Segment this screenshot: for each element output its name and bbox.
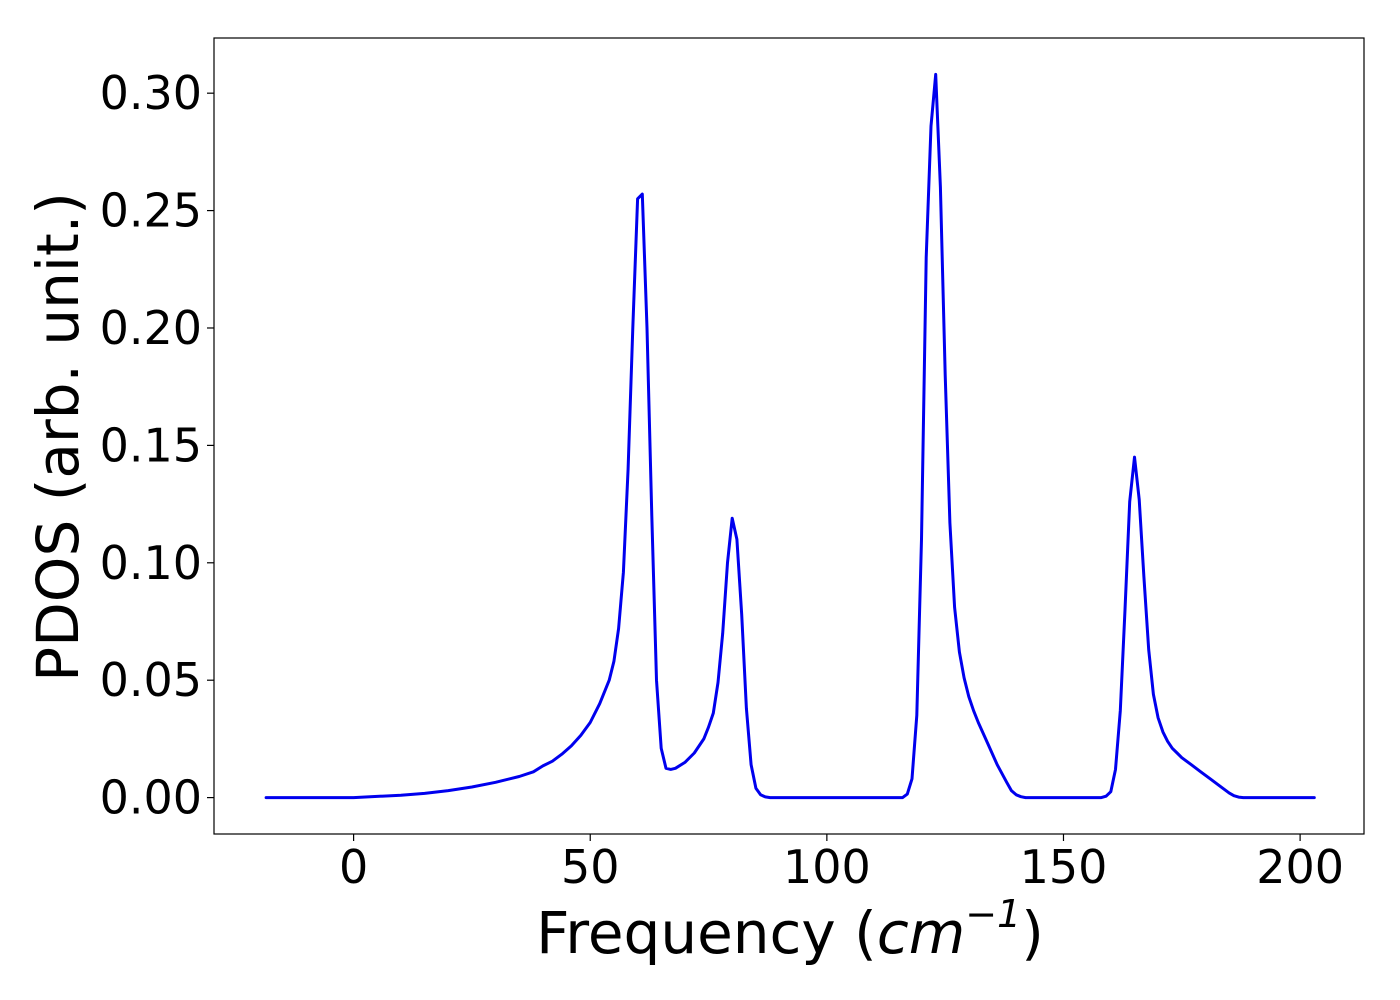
y-axis-ticks: 0.00 0.05 0.10 0.15 0.20 0.25 0.30 <box>100 66 214 825</box>
x-tick-label: 100 <box>783 840 871 894</box>
x-tick-label: 50 <box>561 840 620 894</box>
y-tick-label: 0.00 <box>100 771 202 825</box>
y-axis-label: PDOS (arb. unit.) <box>24 192 92 682</box>
plot-area: 0 50 100 150 200 0.00 0.05 0.10 0.15 0.20 0.25 0.3… <box>100 37 1365 894</box>
x-tick-label: 150 <box>1020 840 1108 894</box>
x-axis-label-math: cm <box>877 899 965 967</box>
y-tick-label: 0.15 <box>100 418 202 472</box>
y-tick-label: 0.05 <box>100 653 202 707</box>
x-tick-label: 0 <box>339 840 368 894</box>
y-tick-label: 0.25 <box>100 184 202 238</box>
y-tick-label: 0.30 <box>100 66 202 120</box>
axes-frame <box>213 37 1365 835</box>
x-tick-label: 200 <box>1256 840 1344 894</box>
x-axis-label: Frequency (cm−1) <box>536 892 1044 967</box>
x-axis-ticks: 0 50 100 150 200 <box>339 834 1344 894</box>
y-tick-label: 0.10 <box>100 536 202 590</box>
data-layer <box>264 72 1316 800</box>
y-tick-label: 0.20 <box>100 301 202 355</box>
x-axis-label-text: Frequency ( <box>536 899 877 967</box>
x-axis-label-exponent: −1 <box>965 892 1021 936</box>
series-line-0 <box>264 72 1316 800</box>
x-axis-label-close: ) <box>1021 899 1044 967</box>
